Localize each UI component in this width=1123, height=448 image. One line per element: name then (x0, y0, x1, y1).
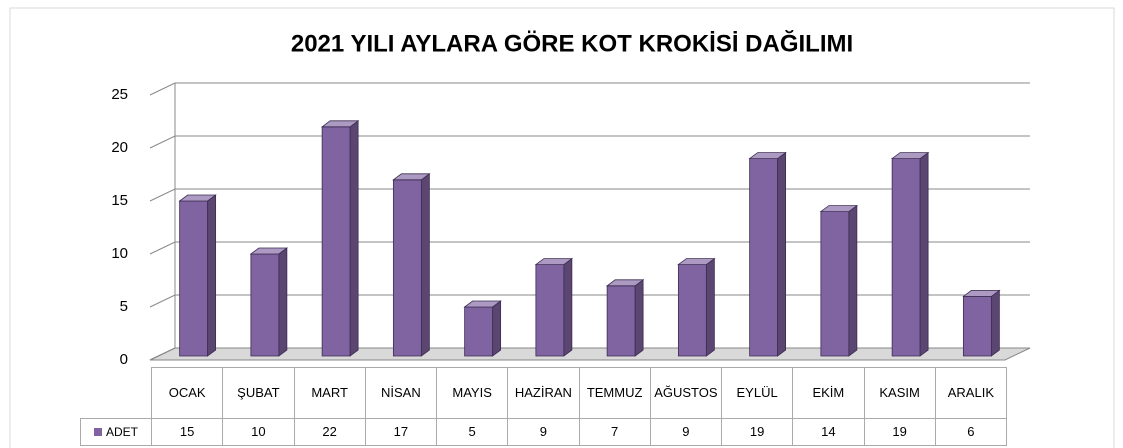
bar-top (819, 205, 859, 212)
data-label: 9 (507, 418, 580, 446)
data-label: 19 (863, 418, 936, 446)
bar-side (705, 257, 715, 357)
bar-front (677, 264, 707, 357)
bar-side (990, 289, 1000, 357)
y-tick-label: 0 (120, 351, 128, 368)
bar (249, 247, 289, 357)
bar-top (249, 247, 289, 255)
bar-top (890, 152, 930, 159)
bar-side (848, 204, 858, 357)
data-label: 5 (435, 418, 509, 446)
bar (605, 279, 645, 357)
data-label: 14 (792, 418, 865, 446)
grid-line (149, 82, 1030, 96)
bar (748, 151, 787, 357)
bar (178, 194, 217, 357)
grid-line (149, 294, 1030, 308)
bar-front (464, 306, 494, 357)
x-tick-label: NİSAN (364, 367, 438, 419)
x-tick-label: EKİM (792, 367, 865, 419)
legend-swatch (93, 428, 102, 436)
data-label: 9 (649, 418, 723, 446)
legend-label: ADET (105, 425, 138, 439)
x-tick-label: ARALIK (934, 367, 1008, 419)
x-tick-label: TEMMUZ (578, 367, 651, 419)
bar-side (777, 151, 787, 357)
bar-side (349, 120, 359, 357)
bar-front (392, 179, 422, 357)
legend-entry: ADET (80, 418, 152, 446)
y-tick-label: 25 (111, 86, 128, 103)
y-tick-label: 5 (120, 298, 128, 315)
bar-front (891, 158, 921, 357)
table-row: ADET 15 10 22 17 5 9 7 9 19 14 19 6 (80, 418, 1008, 446)
bar-front (749, 158, 779, 357)
bar-top (320, 120, 360, 128)
bar (819, 204, 859, 357)
x-tick-label: MAYIS (435, 367, 509, 419)
data-table: OCAK ŞUBAT MART NİSAN MAYIS HAZİRAN TEMMUZ AĞUS… (80, 367, 1008, 446)
table-row: OCAK ŞUBAT MART NİSAN MAYIS HAZİRAN TEMMUZ AĞUS… (81, 367, 1008, 419)
y-tick-label: 20 (111, 139, 128, 156)
x-tick-label: ŞUBAT (222, 367, 295, 419)
bar (890, 151, 930, 357)
bar-front (535, 264, 565, 357)
bar-front (321, 126, 351, 357)
data-label: 22 (293, 418, 366, 446)
bar-side (634, 279, 644, 357)
x-tick-label: OCAK (150, 367, 224, 419)
data-label: 7 (578, 418, 651, 446)
table-corner (81, 368, 152, 419)
bar-top (748, 152, 787, 159)
bar-side (919, 151, 929, 357)
bar (392, 173, 431, 357)
grid-line (149, 347, 1030, 361)
y-tick-label: 10 (111, 245, 128, 262)
y-tick-label: 15 (111, 192, 128, 209)
data-label: 17 (364, 418, 438, 446)
bar-side (492, 300, 502, 357)
grid-line (149, 188, 1030, 202)
bar-side (563, 257, 573, 357)
bar-front (179, 200, 209, 357)
bar-top (677, 258, 716, 265)
bar (463, 300, 502, 357)
data-label: 19 (720, 418, 794, 446)
chart-title: 2021 YILI AYLARA GÖRE KOT KROKİSİ DAĞILI… (291, 29, 853, 57)
bar-side (278, 247, 288, 357)
grid-line (149, 241, 1030, 255)
bar-front (250, 253, 280, 357)
bar-top (534, 258, 574, 265)
bar-front (962, 296, 992, 357)
bar (534, 257, 574, 357)
bar-side (207, 194, 217, 357)
x-tick-label: EYLÜL (720, 367, 794, 419)
grid-line (149, 135, 1030, 149)
bar (962, 289, 1001, 357)
bar-top (463, 300, 502, 308)
data-label: 6 (934, 418, 1008, 446)
bar-side (420, 173, 430, 357)
x-tick-label: MART (293, 367, 366, 419)
bar-front (606, 285, 636, 357)
data-label: 10 (222, 418, 295, 446)
data-label: 15 (150, 418, 224, 446)
x-tick-label: KASIM (863, 367, 936, 419)
bar-top (962, 290, 1001, 297)
x-tick-label: AĞUSTOS (649, 367, 723, 419)
bar-top (605, 279, 645, 287)
bar-top (178, 194, 217, 202)
bar-front (820, 211, 850, 357)
bar (320, 120, 360, 357)
bar (677, 257, 716, 357)
x-tick-label: HAZİRAN (507, 367, 580, 419)
bar-top (392, 173, 431, 181)
